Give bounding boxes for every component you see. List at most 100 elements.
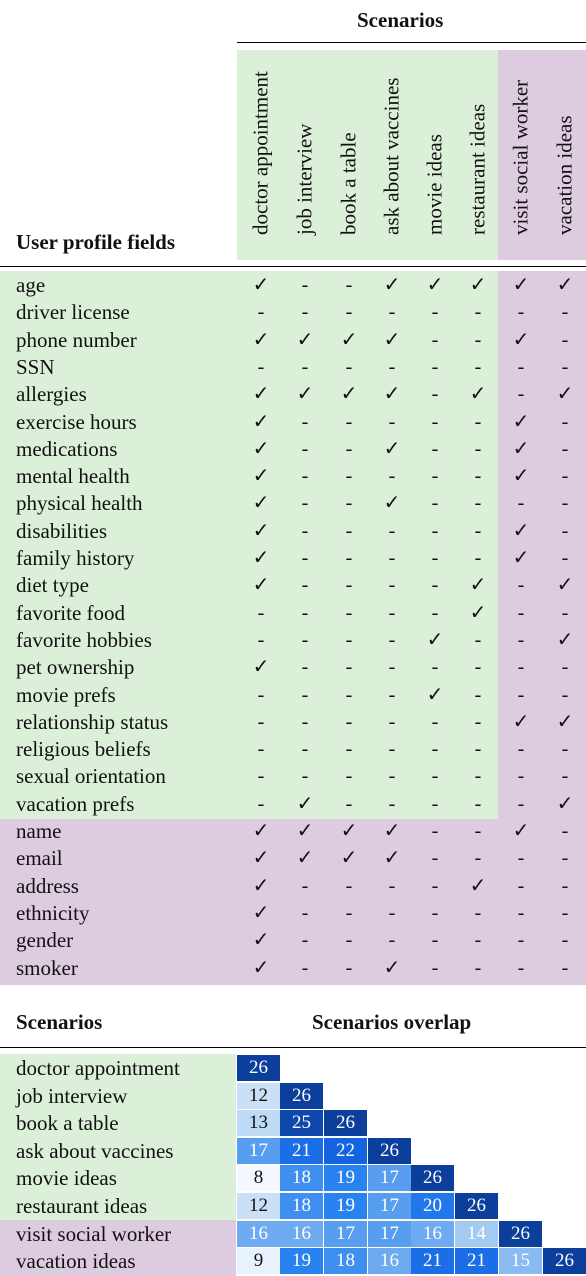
check-mark: ✓	[426, 274, 444, 296]
dash-mark: -	[257, 301, 265, 324]
dash-mark: -	[517, 628, 525, 651]
dash-mark: -	[301, 410, 309, 433]
dash-mark: -	[388, 792, 396, 815]
overlap-cell: 16	[280, 1220, 323, 1247]
dash-mark: -	[431, 410, 439, 433]
dash-mark: -	[345, 601, 353, 624]
dash-mark: -	[561, 547, 569, 569]
check-mark: ✓	[252, 574, 270, 597]
dash-mark: -	[301, 574, 309, 597]
overlap-cell: 17	[324, 1220, 367, 1247]
check-mark: ✓	[512, 547, 530, 569]
scenario-column-label-text: vacation ideas	[552, 115, 577, 235]
dash-mark: -	[431, 492, 439, 515]
overlap-cell: 26	[368, 1137, 411, 1164]
dash-mark: -	[257, 601, 265, 624]
dash-mark: -	[301, 628, 309, 651]
profile-field-label: ethnicity	[16, 900, 90, 925]
dash-mark: -	[474, 792, 482, 815]
profile-field-label: favorite hobbies	[16, 627, 152, 652]
dash-mark: -	[345, 547, 353, 569]
body-purple-band-bottom	[0, 819, 586, 985]
dash-mark: -	[431, 465, 439, 488]
overlap-cell: 17	[368, 1193, 411, 1219]
profile-field-label: name	[16, 819, 62, 843]
overlap-cell: 21	[455, 1248, 498, 1275]
dash-mark: -	[517, 355, 525, 378]
dash-mark: -	[345, 410, 353, 433]
profile-field-label: sexual orientation	[16, 764, 166, 789]
dash-mark: -	[474, 328, 482, 351]
check-mark: ✓	[383, 492, 401, 515]
check-mark: ✓	[252, 437, 270, 460]
body-green-band	[0, 271, 498, 819]
dash-mark: -	[301, 355, 309, 378]
dash-mark: -	[301, 683, 309, 706]
dash-mark: -	[431, 874, 439, 897]
overlap-row-label: doctor appointment	[16, 1056, 180, 1080]
dash-mark: -	[301, 710, 309, 733]
check-mark: ✓	[469, 383, 487, 406]
overlap-cell: 19	[324, 1165, 367, 1192]
dash-mark: -	[345, 929, 353, 952]
dash-mark: -	[388, 765, 396, 788]
check-mark: ✓	[252, 874, 270, 897]
dash-mark: -	[345, 628, 353, 651]
check-mark: ✓	[252, 956, 270, 979]
check-mark: ✓	[512, 410, 530, 433]
dash-mark: -	[301, 301, 309, 324]
dash-mark: -	[561, 738, 569, 761]
check-mark: ✓	[340, 328, 358, 351]
dash-mark: -	[517, 574, 525, 597]
dash-mark: -	[301, 929, 309, 952]
dash-mark: -	[388, 901, 396, 924]
scenario-column-label: ask about vaccines	[377, 45, 407, 260]
dash-mark: -	[431, 929, 439, 952]
profile-field-label: gender	[16, 928, 74, 953]
dash-mark: -	[561, 410, 569, 433]
check-mark: ✓	[340, 820, 358, 842]
dash-mark: -	[301, 465, 309, 488]
check-mark: ✓	[469, 601, 487, 624]
dash-mark: -	[345, 465, 353, 488]
profile-field-label: physical health	[16, 491, 143, 516]
dash-mark: -	[474, 519, 482, 542]
overlap-cell: 26	[411, 1165, 454, 1192]
dash-mark: -	[561, 355, 569, 378]
check-mark: ✓	[296, 792, 314, 815]
dash-mark: -	[431, 437, 439, 460]
check-mark: ✓	[383, 956, 401, 979]
check-mark: ✓	[296, 820, 314, 842]
dash-mark: -	[345, 355, 353, 378]
overlap-cell: 21	[280, 1137, 323, 1164]
dash-mark: -	[431, 710, 439, 733]
dash-mark: -	[431, 656, 439, 679]
scenario-column-label-text: ask about vaccines	[379, 77, 404, 235]
dash-mark: -	[474, 683, 482, 706]
scenario-column-label: doctor appointment	[246, 45, 276, 260]
check-mark: ✓	[512, 465, 530, 488]
overlap-row-label: job interview	[16, 1083, 128, 1108]
dash-mark: -	[561, 328, 569, 351]
dash-mark: -	[561, 847, 569, 870]
check-mark: ✓	[252, 410, 270, 433]
dash-mark: -	[431, 355, 439, 378]
scenario-column-label: vacation ideas	[550, 45, 580, 260]
overlap-cell: 25	[280, 1110, 323, 1137]
dash-mark: -	[388, 355, 396, 378]
overlap-cell: 12	[237, 1082, 280, 1109]
dash-mark: -	[431, 901, 439, 924]
table1-top-rule	[0, 266, 586, 267]
dash-mark: -	[388, 601, 396, 624]
scenario-column-label-text: job interview	[292, 123, 317, 235]
body-purple-band-top	[498, 271, 586, 819]
dash-mark: -	[474, 301, 482, 324]
dash-mark: -	[431, 847, 439, 870]
dash-mark: -	[301, 874, 309, 897]
dash-mark: -	[345, 901, 353, 924]
overlap-cell: 21	[411, 1248, 454, 1275]
profile-field-label: age	[16, 273, 46, 297]
dash-mark: -	[474, 656, 482, 679]
dash-mark: -	[257, 628, 265, 651]
dash-mark: -	[517, 301, 525, 324]
